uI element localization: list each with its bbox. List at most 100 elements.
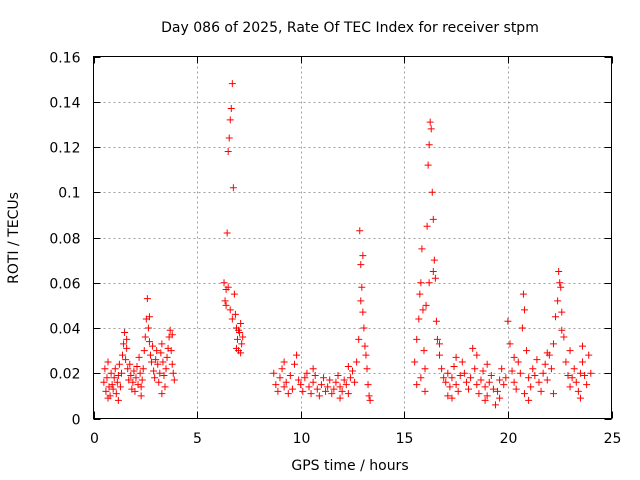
data-point [125, 376, 133, 384]
data-point [425, 279, 433, 287]
data-point [556, 279, 564, 287]
data-point [311, 372, 319, 380]
data-point [227, 105, 235, 113]
data-point [145, 338, 153, 346]
data-point [425, 141, 433, 149]
data-point [114, 396, 122, 404]
data-point [578, 342, 586, 350]
data-point [560, 333, 568, 341]
data-point [462, 378, 470, 386]
data-point [523, 347, 531, 355]
data-point [440, 374, 448, 382]
data-point [452, 353, 460, 361]
data-point [159, 358, 167, 366]
data-point [140, 347, 148, 355]
data-point [309, 365, 317, 373]
data-point [357, 261, 365, 269]
data-point [124, 365, 132, 373]
data-point [512, 385, 520, 393]
data-point [123, 335, 131, 343]
data-point [541, 360, 549, 368]
data-point [110, 374, 118, 382]
data-point [554, 297, 562, 305]
data-point [223, 229, 231, 237]
x-tick-label: 20 [500, 431, 518, 447]
data-point [498, 365, 506, 373]
data-point [224, 283, 232, 291]
data-point [359, 308, 367, 316]
data-point [101, 365, 109, 373]
data-point [103, 374, 111, 382]
data-point [295, 376, 303, 384]
data-point [224, 148, 232, 156]
data-point [525, 374, 533, 382]
data-point [502, 374, 510, 382]
x-tick-label: 0 [90, 431, 99, 447]
data-point [527, 383, 535, 391]
data-point [102, 387, 110, 395]
data-point [297, 381, 305, 389]
data-point [330, 385, 338, 393]
data-point [479, 367, 487, 375]
data-point [167, 347, 175, 355]
data-point [483, 360, 491, 368]
x-tick-label: 10 [293, 431, 311, 447]
data-point [336, 394, 344, 402]
data-point [438, 365, 446, 373]
data-point [555, 267, 563, 275]
data-point [444, 369, 452, 377]
data-point [500, 381, 508, 389]
data-point [226, 306, 234, 314]
data-point [416, 290, 424, 298]
data-point [161, 383, 169, 391]
data-point [169, 369, 177, 377]
data-point [222, 301, 230, 309]
data-point [362, 351, 370, 359]
data-point [520, 306, 528, 314]
data-point [319, 374, 327, 382]
data-point [519, 290, 527, 298]
data-point [282, 378, 290, 386]
data-point [139, 365, 147, 373]
data-point [418, 245, 426, 253]
data-point [346, 374, 354, 382]
data-point [168, 360, 176, 368]
data-point [156, 369, 164, 377]
data-point [100, 378, 108, 386]
data-point [148, 358, 156, 366]
data-point [417, 374, 425, 382]
data-point [520, 390, 528, 398]
data-point [508, 367, 516, 375]
data-point [581, 372, 589, 380]
data-point [460, 369, 468, 377]
data-point [313, 385, 321, 393]
data-point [568, 374, 576, 382]
data-point [446, 383, 454, 391]
data-point [489, 385, 497, 393]
data-point [467, 374, 475, 382]
data-point [332, 378, 340, 386]
data-point [137, 392, 145, 400]
data-point [150, 367, 158, 375]
data-point [155, 378, 163, 386]
data-point [587, 369, 595, 377]
data-point [549, 340, 557, 348]
data-point [450, 362, 458, 370]
data-point [328, 390, 336, 398]
y-tick-label: 0.08 [49, 232, 80, 248]
data-point [504, 317, 512, 325]
data-point [112, 390, 120, 398]
data-point [363, 365, 371, 373]
data-point [471, 365, 479, 373]
data-point [417, 279, 425, 287]
data-point [111, 365, 119, 373]
data-point [481, 383, 489, 391]
data-point [135, 353, 143, 361]
data-point [143, 295, 151, 303]
y-tick-label: 0.16 [49, 51, 80, 67]
data-point [324, 383, 332, 391]
data-point [583, 381, 591, 389]
data-point [170, 376, 178, 384]
data-point [566, 347, 574, 355]
